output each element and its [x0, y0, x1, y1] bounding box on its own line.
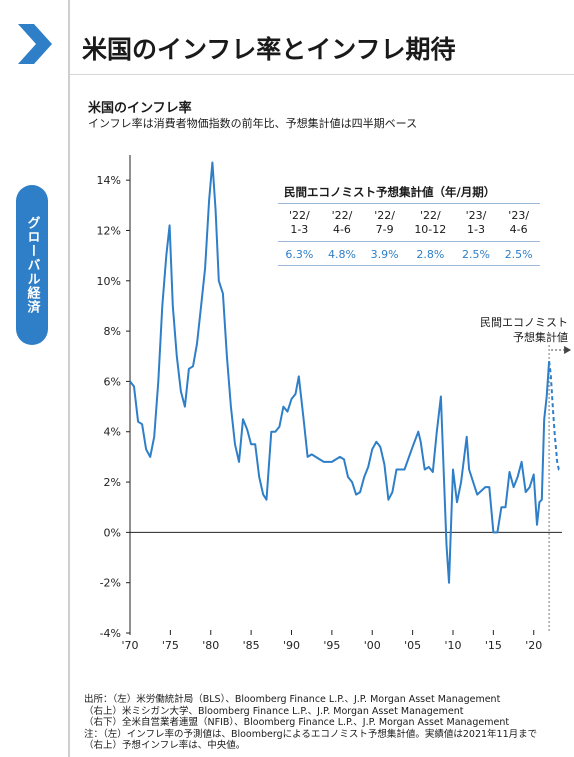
- forecast-value: 2.5%: [497, 241, 540, 266]
- chevron-right-icon: [18, 24, 52, 64]
- x-tick-label: '85: [243, 639, 260, 652]
- forecast-arrow-head: [564, 346, 572, 354]
- forecast-label-line-1: 民間エコノミスト: [480, 316, 568, 329]
- chart-title: 米国のインフレ率: [88, 101, 192, 116]
- forecast-period: '23/4-6: [497, 204, 540, 242]
- forecast-series-line: [548, 361, 562, 471]
- x-tick-label: '90: [283, 639, 300, 652]
- chart-subtitle: インフレ率は消費者物価指数の前年比、予想集計値は四半期ベース: [88, 117, 418, 130]
- forecast-value: 2.5%: [454, 241, 498, 266]
- x-tick-label: '10: [444, 639, 461, 652]
- y-tick-label: -4%: [100, 627, 121, 640]
- x-tick-label: '95: [323, 639, 340, 652]
- y-tick-label: 2%: [104, 476, 121, 489]
- page-title: 米国のインフレ率とインフレ期待: [82, 35, 456, 64]
- forecast-value: 4.8%: [320, 241, 364, 266]
- forecast-period: '22/1-3: [278, 204, 321, 242]
- forecast-period: '22/10-12: [405, 204, 455, 242]
- x-tick-label: '20: [525, 639, 542, 652]
- forecast-table: 民間エコノミスト予想集計値（年/月期） '22/1-3 '22/4-6 '22/…: [278, 181, 540, 266]
- forecast-value: 3.9%: [363, 241, 406, 266]
- footnotes: 出所：（左）米労働統計局（BLS）、Bloomberg Finance L.P.…: [84, 694, 537, 752]
- forecast-period: '22/7-9: [363, 204, 406, 242]
- x-tick-label: '80: [202, 639, 219, 652]
- footnote-line: （右上）米ミシガン大学、Bloomberg Finance L.P.、J.P. …: [84, 705, 464, 717]
- y-tick-label: 6%: [104, 375, 121, 388]
- y-tick-label: -2%: [100, 577, 121, 590]
- footnote-line: 注：（左）インフレ率の予測値は、Bloombergによるエコノミスト予想集計値。…: [84, 728, 538, 740]
- y-tick-label: 12%: [97, 224, 121, 237]
- footnote-line: （右上）予想インフレ率は、中央値。: [84, 740, 246, 751]
- forecast-label: 民間エコノミスト 予想集計値: [458, 315, 568, 345]
- cpi-series-line: [129, 161, 551, 584]
- y-tick-label: 10%: [97, 275, 121, 288]
- side-tab-label: グローバル経済: [24, 216, 40, 314]
- x-tick-label: '75: [162, 639, 179, 652]
- forecast-table-header: 民間エコノミスト予想集計値（年/月期）: [278, 181, 540, 204]
- y-tick-label: 8%: [104, 325, 121, 338]
- title-divider: [70, 74, 574, 75]
- forecast-label-line-2: 予想集計値: [513, 331, 568, 344]
- x-tick-label: '05: [404, 639, 421, 652]
- x-tick-label: '15: [485, 639, 502, 652]
- x-tick-label: '70: [121, 639, 138, 652]
- forecast-period: '22/4-6: [320, 204, 364, 242]
- side-tab[interactable]: グローバル経済: [16, 185, 48, 345]
- forecast-value: 6.3%: [278, 241, 321, 266]
- forecast-value: 2.8%: [405, 241, 455, 266]
- y-tick-label: 14%: [97, 174, 121, 187]
- left-margin-rule: [68, 0, 70, 757]
- footnote-line: （右下）全米自営業者連盟（NFIB）、Bloomberg Finance L.P…: [84, 717, 510, 728]
- y-tick-label: 0%: [104, 526, 121, 539]
- footnote-line: 出所：（左）米労働統計局（BLS）、Bloomberg Finance L.P.…: [84, 694, 501, 705]
- forecast-period: '23/1-3: [454, 204, 498, 242]
- y-tick-label: 4%: [104, 426, 121, 439]
- x-tick-label: '00: [364, 639, 381, 652]
